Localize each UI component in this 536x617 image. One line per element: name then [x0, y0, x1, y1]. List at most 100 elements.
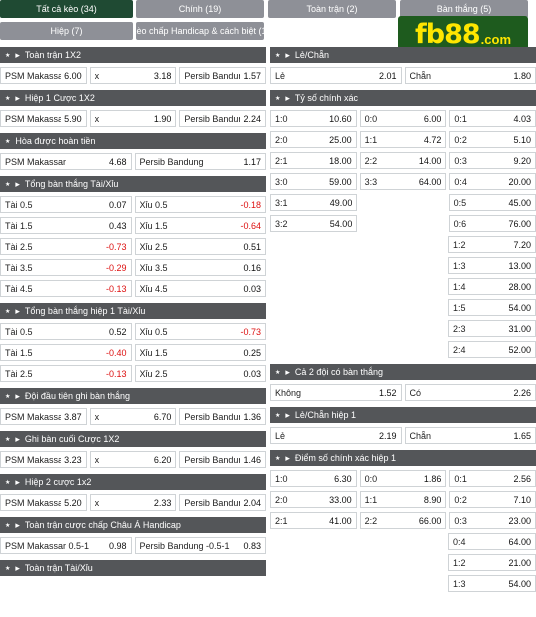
odds-cell[interactable]: 1:0 6.30 [270, 470, 357, 487]
tab-goals[interactable]: Bàn thắng (5) [400, 0, 528, 18]
market-header[interactable]: ★ ▸ Điểm số chính xác hiệp 1 [270, 450, 536, 466]
star-icon[interactable]: ★ [275, 95, 281, 102]
odds-cell[interactable]: Xỉu 4.5 0.03 [134, 280, 266, 297]
odds-cell[interactable]: Persib Bandung 1.17 [134, 153, 266, 170]
tab-main[interactable]: Chính (19) [136, 0, 264, 18]
odds-cell[interactable]: Xỉu 2.5 0.51 [134, 238, 266, 255]
market-header[interactable]: ★ ▸ Tổng bàn thắng Tài/Xỉu [0, 176, 266, 192]
odds-cell[interactable]: Xỉu 3.5 0.16 [134, 259, 266, 276]
odds-cell[interactable]: 1:1 8.90 [359, 491, 447, 508]
odds-cell[interactable]: 1:0 10.60 [270, 110, 357, 127]
market-header[interactable]: ★ ▸ Toàn trận 1X2 [0, 47, 266, 63]
odds-cell[interactable]: 0:4 20.00 [449, 173, 536, 190]
odds-cell[interactable]: 0:0 6.00 [359, 110, 447, 127]
odds-cell[interactable]: 1:1 4.72 [359, 131, 447, 148]
market-header[interactable]: ★ Hòa được hoàn tiền [0, 133, 266, 149]
odds-cell[interactable]: Tài 1.5 0.43 [0, 217, 132, 234]
odds-cell[interactable]: 1:2 7.20 [448, 236, 536, 253]
odds-cell[interactable]: 2:1 18.00 [270, 152, 357, 169]
odds-cell[interactable]: 0:0 1.86 [359, 470, 447, 487]
star-icon[interactable]: ★ [5, 138, 11, 145]
market-header[interactable]: ★ ▸ Tỷ số chính xác [270, 90, 536, 106]
odds-cell[interactable]: Lẻ 2.01 [270, 67, 402, 84]
odds-cell[interactable]: Xỉu 1.5 0.25 [134, 344, 266, 361]
odds-cell[interactable]: Chẵn 1.65 [404, 427, 536, 444]
odds-cell[interactable]: 3:2 54.00 [270, 215, 358, 232]
star-icon[interactable]: ★ [5, 308, 11, 315]
star-icon[interactable]: ★ [275, 52, 281, 59]
odds-cell[interactable]: Persib Bandung -0.5-1 0.83 [134, 537, 266, 554]
odds-cell[interactable]: 2:0 25.00 [270, 131, 357, 148]
market-header[interactable]: ★ ▸ Hiệp 1 Cược 1X2 [0, 90, 266, 106]
odds-cell[interactable]: 2:1 41.00 [270, 512, 357, 529]
star-icon[interactable]: ★ [5, 95, 11, 102]
odds-cell[interactable]: Tài 4.5 -0.13 [0, 280, 132, 297]
odds-cell[interactable]: Tài 3.5 -0.29 [0, 259, 132, 276]
odds-cell[interactable]: Lẻ 2.19 [270, 427, 402, 444]
star-icon[interactable]: ★ [5, 181, 11, 188]
odds-cell[interactable]: PSM Makassar 6.00 [0, 67, 87, 84]
odds-cell[interactable]: Xỉu 0.5 -0.18 [134, 196, 266, 213]
odds-cell[interactable]: x 6.70 [89, 408, 177, 425]
market-header[interactable]: ★ ▸ Lẻ/Chẵn [270, 47, 536, 63]
odds-cell[interactable]: 2:2 14.00 [359, 152, 447, 169]
odds-cell[interactable]: 3:1 49.00 [270, 194, 358, 211]
odds-cell[interactable]: 0:3 9.20 [449, 152, 536, 169]
odds-cell[interactable]: Tài 1.5 -0.40 [0, 344, 132, 361]
odds-cell[interactable]: Chẵn 1.80 [404, 67, 536, 84]
odds-cell[interactable]: Persib Bandung2.04 [179, 494, 267, 511]
star-icon[interactable]: ★ [5, 393, 11, 400]
odds-cell[interactable]: 0:2 7.10 [449, 491, 536, 508]
odds-cell[interactable]: Có 2.26 [404, 384, 536, 401]
odds-cell[interactable]: Persib Bandung2.24 [179, 110, 267, 127]
star-icon[interactable]: ★ [5, 522, 11, 529]
odds-cell[interactable]: Xỉu 1.5 -0.64 [134, 217, 266, 234]
star-icon[interactable]: ★ [275, 369, 281, 376]
star-icon[interactable]: ★ [275, 412, 281, 419]
odds-cell[interactable]: x 2.33 [89, 494, 177, 511]
market-header[interactable]: ★ ▸ Tổng bàn thắng hiệp 1 Tài/Xỉu [0, 303, 266, 319]
odds-cell[interactable]: Không 1.52 [270, 384, 402, 401]
market-header[interactable]: ★ ▸ Đội đầu tiên ghi bàn thắng [0, 388, 266, 404]
odds-cell[interactable]: 0:6 76.00 [448, 215, 536, 232]
tab-handicap[interactable]: Kèo chấp Handicap & cách biệt (1) [136, 22, 264, 40]
star-icon[interactable]: ★ [275, 455, 281, 462]
odds-cell[interactable]: 1:3 13.00 [448, 257, 536, 274]
odds-cell[interactable]: 0:5 45.00 [448, 194, 536, 211]
odds-cell[interactable]: 0:2 5.10 [449, 131, 536, 148]
odds-cell[interactable]: 0:4 64.00 [448, 533, 536, 550]
odds-cell[interactable]: 1:5 54.00 [448, 299, 536, 316]
odds-cell[interactable]: 3:3 64.00 [359, 173, 447, 190]
odds-cell[interactable]: PSM Makassar 5.90 [0, 110, 87, 127]
odds-cell[interactable]: Xỉu 0.5 -0.73 [134, 323, 266, 340]
odds-cell[interactable]: PSM Makassar 0.5-1 0.98 [0, 537, 132, 554]
market-header[interactable]: ★ ▸ Toàn trận Tài/Xỉu [0, 560, 266, 576]
odds-cell[interactable]: PSM Makassar 3.87 [0, 408, 87, 425]
odds-cell[interactable]: Tài 2.5 -0.13 [0, 365, 132, 382]
odds-cell[interactable]: Xỉu 2.5 0.03 [134, 365, 266, 382]
odds-cell[interactable]: PSM Makassar 5.20 [0, 494, 87, 511]
market-header[interactable]: ★ ▸ Hiệp 2 cược 1x2 [0, 474, 266, 490]
odds-cell[interactable]: 3:0 59.00 [270, 173, 357, 190]
odds-cell[interactable]: PSM Makassar 4.68 [0, 153, 132, 170]
tab-half[interactable]: Hiệp (7) [0, 22, 133, 40]
odds-cell[interactable]: 2:2 66.00 [359, 512, 447, 529]
odds-cell[interactable]: 2:3 31.00 [448, 320, 536, 337]
market-header[interactable]: ★ ▸ Ghi bàn cuối Cược 1X2 [0, 431, 266, 447]
odds-cell[interactable]: 0:1 2.56 [449, 470, 536, 487]
odds-cell[interactable]: x 6.20 [89, 451, 177, 468]
odds-cell[interactable]: 2:0 33.00 [270, 491, 357, 508]
star-icon[interactable]: ★ [5, 479, 11, 486]
tab-full-match[interactable]: Toàn trận (2) [268, 0, 396, 18]
market-header[interactable]: ★ ▸ Cả 2 đội có bàn thắng [270, 364, 536, 380]
odds-cell[interactable]: x 1.90 [89, 110, 177, 127]
odds-cell[interactable]: 0:1 4.03 [449, 110, 536, 127]
odds-cell[interactable]: Tài 0.5 0.07 [0, 196, 132, 213]
market-header[interactable]: ★ ▸ Toàn trận cược chấp Châu Á Handicap [0, 517, 266, 533]
star-icon[interactable]: ★ [5, 52, 11, 59]
odds-cell[interactable]: 1:3 54.00 [448, 575, 536, 592]
odds-cell[interactable]: 1:4 28.00 [448, 278, 536, 295]
odds-cell[interactable]: 2:4 52.00 [448, 341, 536, 358]
